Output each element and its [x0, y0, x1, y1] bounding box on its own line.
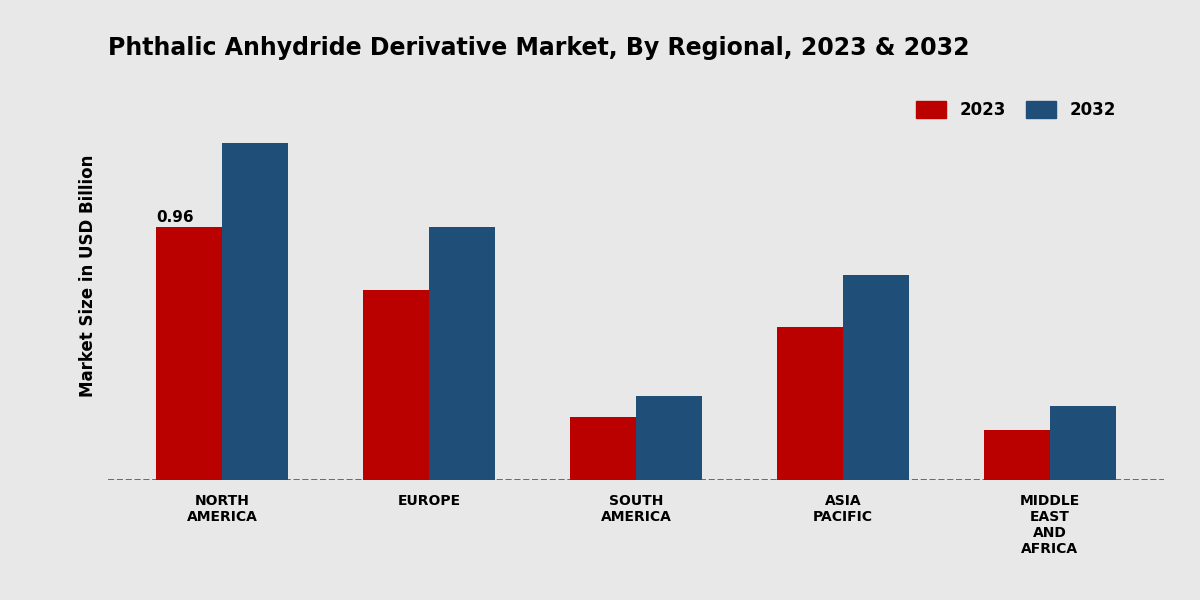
Text: 0.96: 0.96 [156, 209, 193, 224]
Bar [430, 227, 496, 480]
Bar [842, 275, 910, 480]
Y-axis label: Market Size in USD Billion: Market Size in USD Billion [79, 155, 97, 397]
Text: Phthalic Anhydride Derivative Market, By Regional, 2023 & 2032: Phthalic Anhydride Derivative Market, By… [108, 37, 970, 61]
Bar [222, 143, 288, 480]
Bar [636, 396, 702, 480]
Bar [362, 290, 430, 480]
Bar [776, 328, 842, 480]
Bar [984, 430, 1050, 480]
Bar [156, 227, 222, 480]
Bar [1050, 406, 1116, 480]
Legend: 2023, 2032: 2023, 2032 [908, 92, 1124, 127]
Bar [570, 417, 636, 480]
